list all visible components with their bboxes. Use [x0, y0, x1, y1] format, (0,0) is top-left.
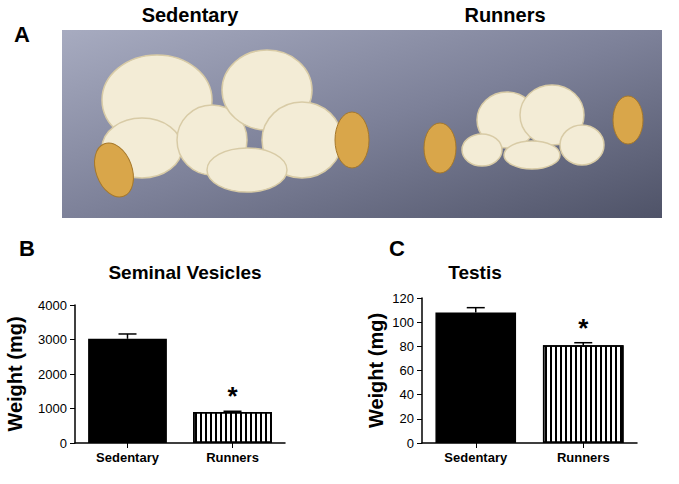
svg-text:2000: 2000	[38, 367, 67, 382]
svg-text:20: 20	[400, 411, 414, 426]
svg-text:Seminal Vesicles: Seminal Vesicles	[108, 262, 261, 283]
svg-text:4000: 4000	[38, 298, 67, 313]
svg-text:40: 40	[400, 387, 414, 402]
svg-text:B: B	[19, 236, 35, 261]
svg-text:*: *	[227, 381, 238, 411]
html-text:Runners: Runners	[464, 4, 546, 26]
svg-text:0: 0	[407, 436, 414, 451]
svg-text:*: *	[578, 313, 589, 343]
svg-text:3000: 3000	[38, 332, 67, 347]
svg-text:120: 120	[392, 291, 414, 306]
svg-text:Testis: Testis	[448, 262, 502, 283]
svg-text:0: 0	[60, 436, 67, 451]
svg-text:Weight (mg): Weight (mg)	[365, 313, 387, 428]
svg-text:Runners: Runners	[206, 450, 259, 465]
svg-text:Sedentary: Sedentary	[444, 450, 508, 465]
html-text:Sedentary: Sedentary	[141, 4, 239, 26]
svg-text:80: 80	[400, 339, 414, 354]
svg-text:60: 60	[400, 363, 414, 378]
html-text:A: A	[14, 22, 30, 47]
svg-text:Sedentary: Sedentary	[96, 450, 160, 465]
svg-text:100: 100	[392, 315, 414, 330]
svg-text:Runners: Runners	[557, 450, 610, 465]
svg-text:Weight (mg): Weight (mg)	[4, 316, 26, 431]
svg-text:1000: 1000	[38, 401, 67, 416]
svg-text:C: C	[389, 236, 405, 261]
